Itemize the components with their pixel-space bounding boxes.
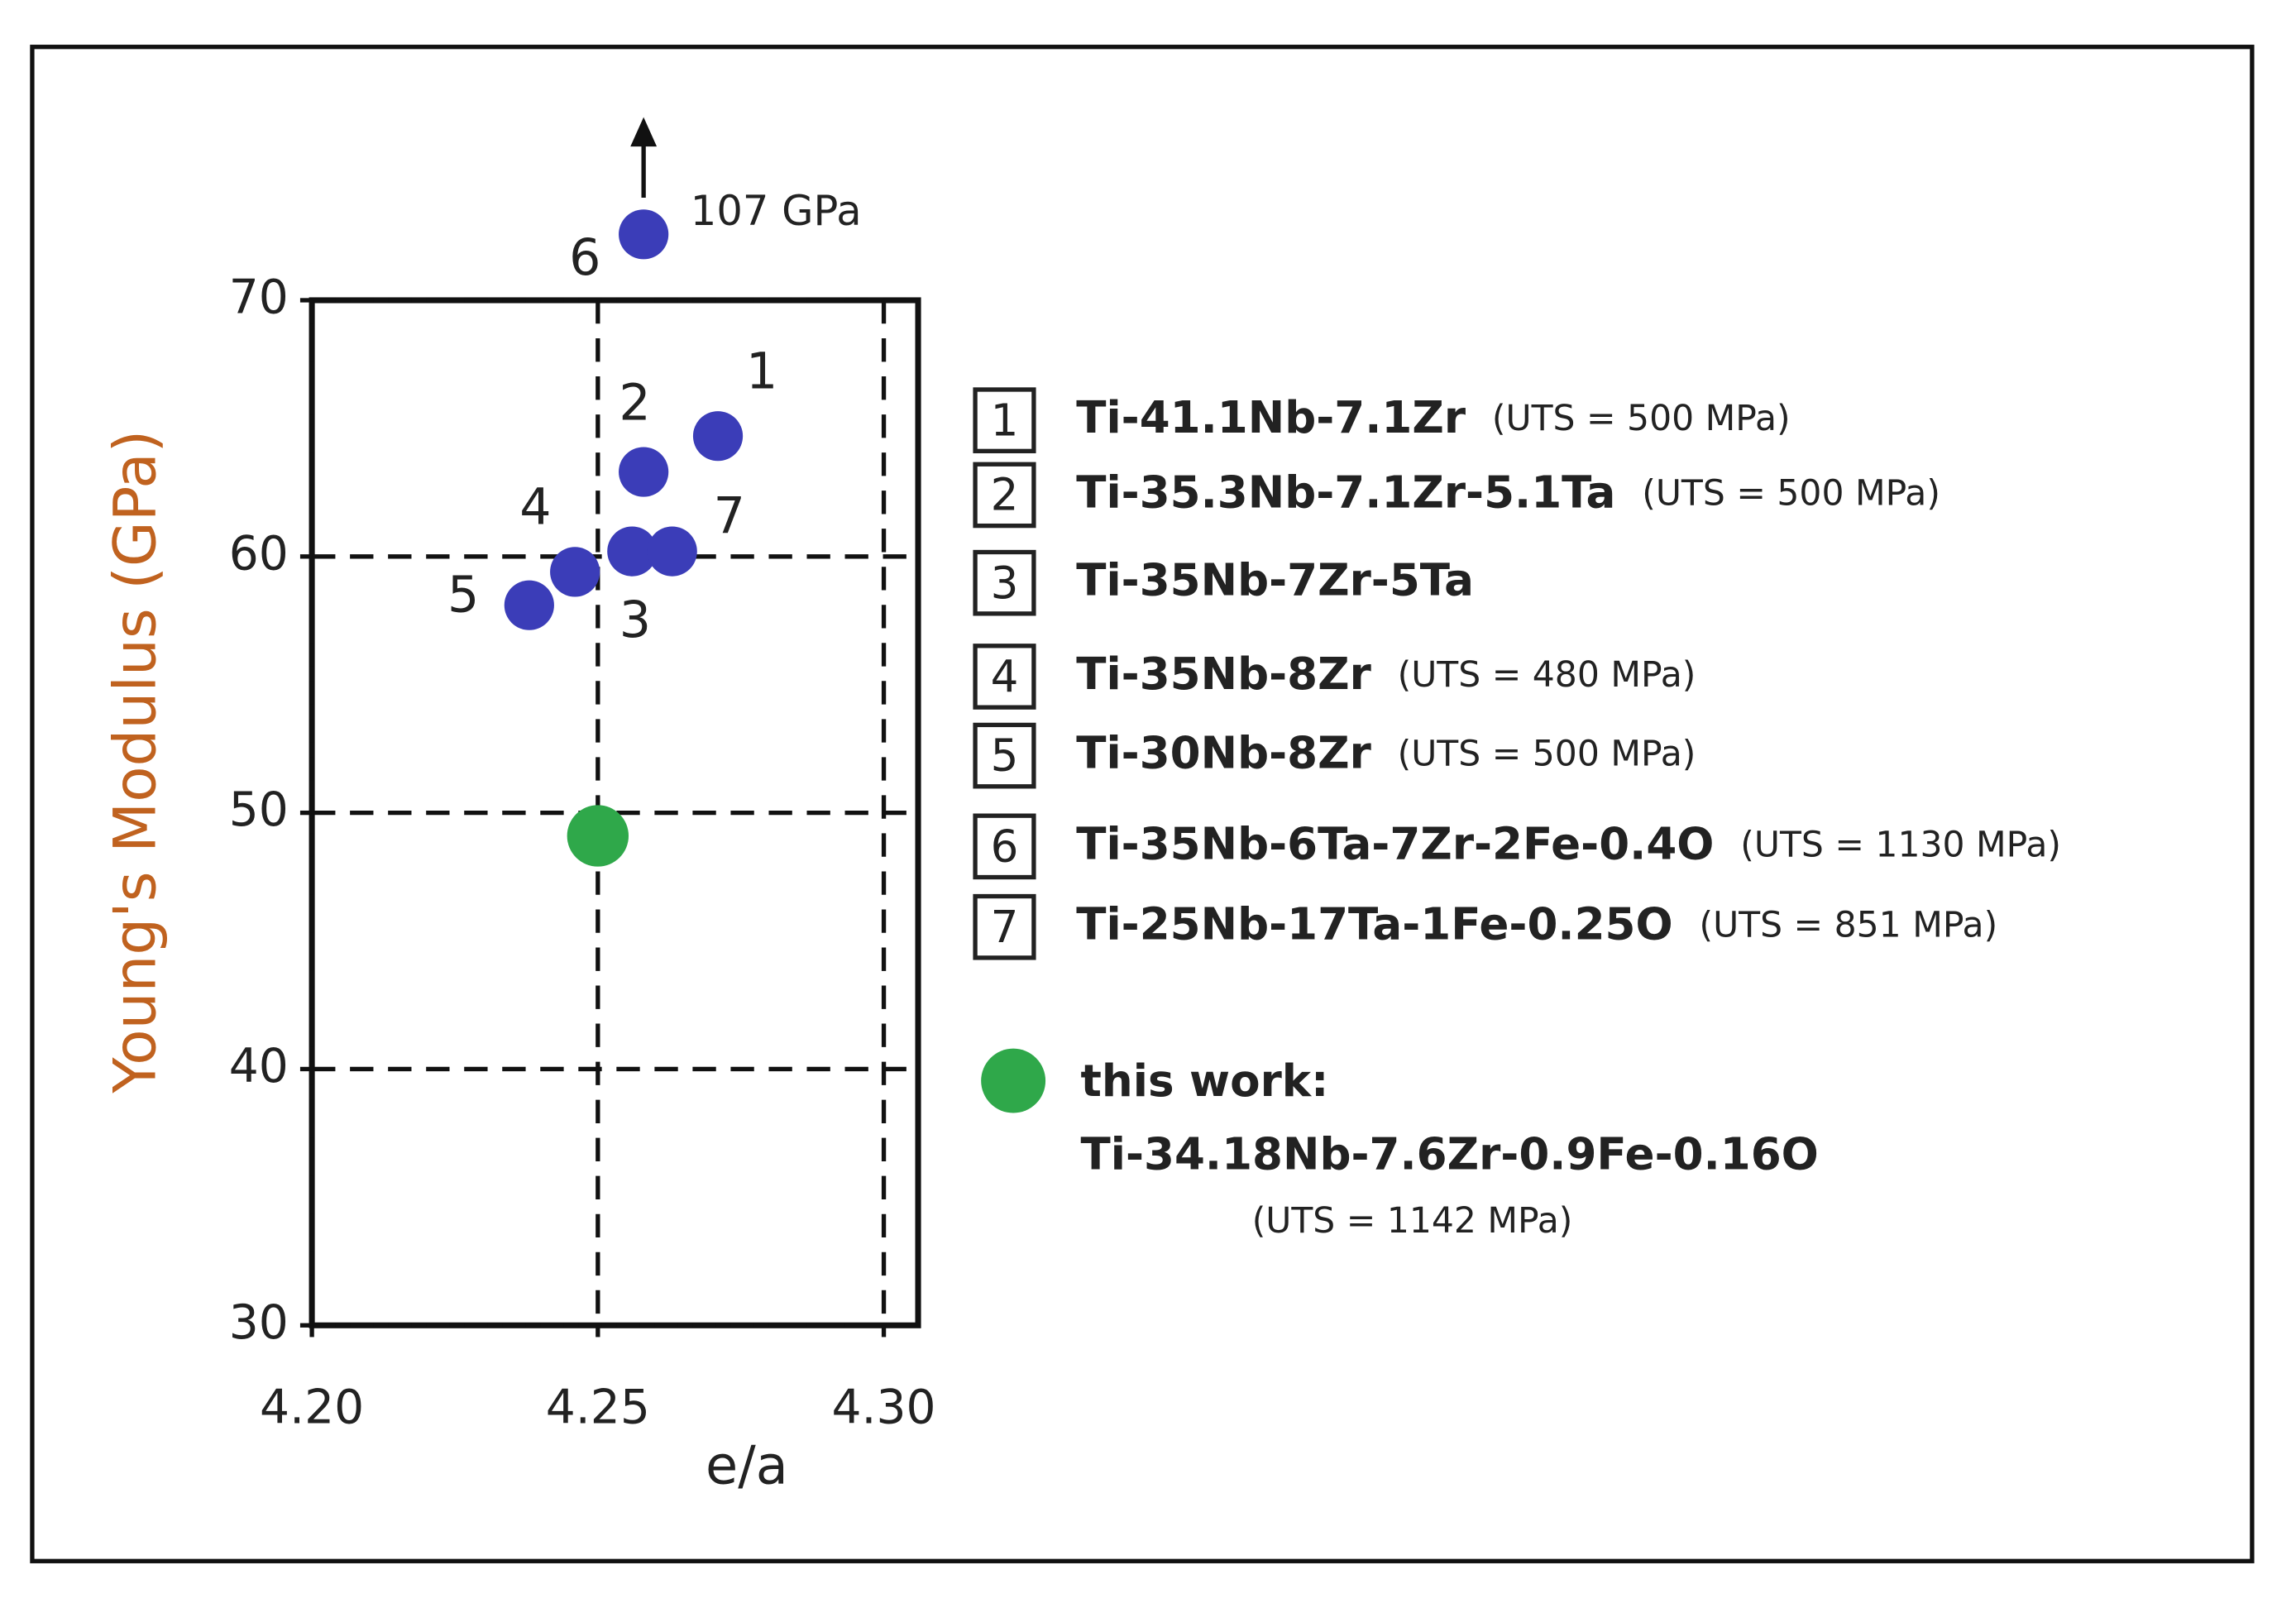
x-tick-label: 4.25 bbox=[546, 1381, 650, 1435]
this-work-note: (UTS = 1142 MPa) bbox=[1252, 1201, 1573, 1242]
data-point bbox=[647, 526, 697, 577]
legend-box bbox=[973, 549, 1036, 616]
y-tick-label: 40 bbox=[229, 1039, 289, 1094]
data-point bbox=[692, 411, 744, 462]
legend-number: 4 bbox=[991, 651, 1019, 702]
point-label: 4 bbox=[519, 479, 551, 537]
outer-border bbox=[30, 45, 2255, 1563]
legend-note: (UTS = 500 MPa) bbox=[1642, 473, 1940, 514]
legend-entry: Ti-35Nb-8Zr (UTS = 480 MPa) bbox=[1076, 648, 1696, 700]
legend-box bbox=[973, 813, 1036, 880]
legend-note: (UTS = 500 MPa) bbox=[1492, 399, 1791, 439]
point-label: 3 bbox=[619, 591, 651, 649]
legend-box bbox=[973, 722, 1036, 789]
legend-entry: Ti-41.1Nb-7.1Zr (UTS = 500 MPa) bbox=[1076, 392, 1790, 443]
y-tick-label: 70 bbox=[229, 270, 289, 325]
legend-name: Ti-35Nb-6Ta-7Zr-2Fe-0.4O bbox=[1076, 818, 1714, 869]
legend-entry: Ti-25Nb-17Ta-1Fe-0.25O (UTS = 851 MPa) bbox=[1076, 898, 1997, 950]
this-work-name: Ti-34.18Nb-7.6Zr-0.9Fe-0.16O bbox=[1081, 1128, 1819, 1180]
point-label: 2 bbox=[619, 374, 650, 432]
x-tick-label: 4.20 bbox=[260, 1381, 364, 1435]
point-label: 5 bbox=[447, 566, 479, 624]
this-work-title: this work: bbox=[1081, 1055, 1329, 1107]
legend-name: Ti-35Nb-8Zr bbox=[1076, 648, 1371, 700]
legend-name: Ti-35.3Nb-7.1Zr-5.1Ta bbox=[1076, 467, 1615, 518]
data-point bbox=[504, 580, 554, 630]
legend-note: (UTS = 480 MPa) bbox=[1398, 654, 1696, 695]
point-label: 7 bbox=[714, 487, 745, 545]
point-label: 6 bbox=[569, 229, 600, 287]
legend-box bbox=[973, 387, 1036, 453]
legend-box bbox=[973, 644, 1036, 710]
legend-number: 1 bbox=[991, 395, 1019, 446]
data-point bbox=[607, 526, 658, 577]
data-point bbox=[619, 209, 669, 260]
legend-number: 3 bbox=[991, 558, 1019, 609]
legend-number: 7 bbox=[991, 902, 1019, 953]
value-label: 107 GPa bbox=[691, 187, 862, 235]
point-label: 1 bbox=[746, 342, 777, 400]
legend-box bbox=[973, 893, 1036, 960]
data-point bbox=[567, 805, 629, 867]
legend-number: 5 bbox=[991, 730, 1019, 782]
legend-number: 2 bbox=[991, 470, 1019, 521]
legend-note: (UTS = 1130 MPa) bbox=[1740, 825, 2061, 865]
legend-name: Ti-41.1Nb-7.1Zr bbox=[1076, 392, 1466, 443]
y-tick-label: 50 bbox=[229, 782, 289, 837]
legend-entry: Ti-35Nb-7Zr-5Ta bbox=[1076, 554, 1474, 605]
data-point bbox=[619, 447, 669, 497]
legend-number: 6 bbox=[991, 821, 1019, 873]
legend-entry: Ti-35.3Nb-7.1Zr-5.1Ta (UTS = 500 MPa) bbox=[1076, 467, 1940, 518]
legend-box bbox=[973, 462, 1036, 529]
legend-name: Ti-25Nb-17Ta-1Fe-0.25O bbox=[1076, 898, 1672, 950]
data-point bbox=[550, 547, 600, 597]
legend-entry: Ti-30Nb-8Zr (UTS = 500 MPa) bbox=[1076, 727, 1696, 778]
legend-name: Ti-35Nb-7Zr-5Ta bbox=[1076, 554, 1474, 605]
x-axis-label: e/a bbox=[706, 1435, 788, 1496]
x-tick-label: 4.30 bbox=[831, 1381, 935, 1435]
y-axis-label: Young's Modulus (GPa) bbox=[101, 430, 170, 1094]
y-tick-label: 30 bbox=[229, 1295, 289, 1350]
arrow-head bbox=[630, 117, 658, 147]
legend-marker bbox=[981, 1048, 1046, 1113]
legend-note: (UTS = 851 MPa) bbox=[1700, 905, 1998, 945]
y-tick-label: 60 bbox=[229, 526, 289, 581]
legend-note: (UTS = 500 MPa) bbox=[1398, 734, 1696, 774]
legend-name: Ti-30Nb-8Zr bbox=[1076, 727, 1371, 778]
legend-entry: Ti-35Nb-6Ta-7Zr-2Fe-0.4O (UTS = 1130 MPa) bbox=[1076, 818, 2061, 869]
